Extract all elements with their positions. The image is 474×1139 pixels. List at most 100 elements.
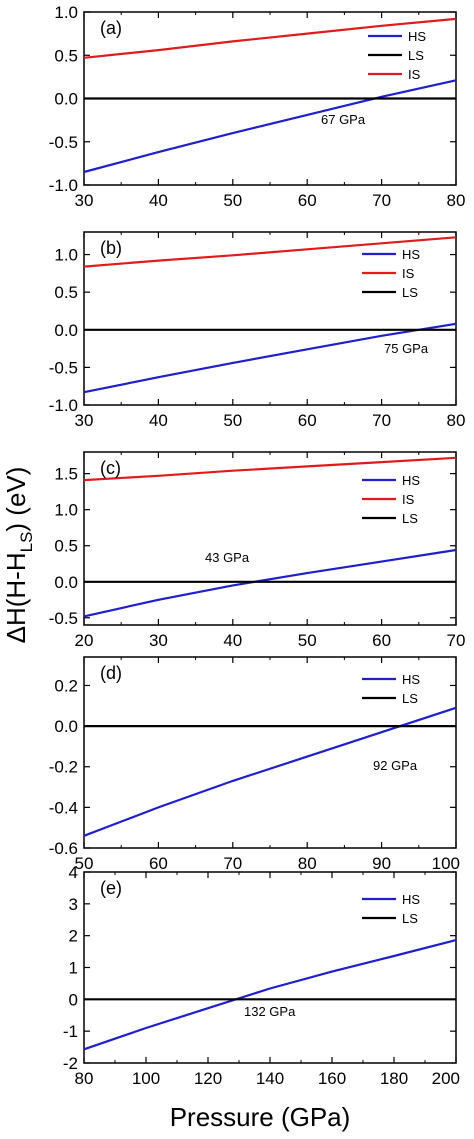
x-tick-label: 80 — [447, 191, 466, 210]
panel-label: (b) — [100, 238, 122, 258]
legend-label-is: IS — [402, 266, 415, 281]
series-hs-line — [83, 939, 457, 1051]
x-axis-title: Pressure (GPa) — [170, 1102, 351, 1132]
y-tick-label: 0.0 — [54, 573, 78, 592]
legend-label-is: IS — [408, 67, 421, 82]
series-hs-line — [83, 548, 457, 618]
plot-frame — [83, 656, 457, 849]
y-tick-label: -0.5 — [49, 609, 78, 628]
y-axis-title-prefix: ΔH(H-H — [1, 552, 31, 643]
legend-label-ls: LS — [402, 691, 418, 706]
y-tick-label: 1.0 — [54, 246, 78, 265]
x-tick-label: 80 — [75, 1069, 94, 1088]
x-tick-label: 120 — [194, 1069, 222, 1088]
y-tick-label: 3 — [69, 895, 78, 914]
x-tick-label: 70 — [447, 631, 466, 650]
legend-label-hs: HS — [402, 247, 420, 262]
x-tick-label: 50 — [223, 191, 242, 210]
y-tick-label: -0.4 — [49, 798, 78, 817]
plot-frame — [83, 231, 457, 406]
y-tick-label: -1 — [63, 1022, 78, 1041]
crossover-annotation: 43 GPa — [205, 550, 250, 565]
y-tick-label: 1.0 — [54, 501, 78, 520]
legend-label-is: IS — [402, 492, 415, 507]
y-tick-label: 1.0 — [54, 3, 78, 22]
x-tick-label: 40 — [149, 191, 168, 210]
x-tick-label: 60 — [298, 411, 317, 430]
x-tick-label: 50 — [298, 631, 317, 650]
legend-label-hs: HS — [402, 473, 420, 488]
series-is-line — [83, 236, 457, 268]
y-tick-label: 2 — [69, 927, 78, 946]
y-tick-label: 0.5 — [54, 537, 78, 556]
x-tick-label: 30 — [75, 191, 94, 210]
y-tick-label: -2 — [63, 1054, 78, 1073]
series-is-line — [83, 456, 457, 482]
y-tick-label: 0 — [69, 990, 78, 1009]
x-tick-label: 40 — [223, 631, 242, 650]
y-tick-label: -1.0 — [49, 396, 78, 415]
legend-label-hs: HS — [408, 29, 426, 44]
x-tick-label: 30 — [75, 411, 94, 430]
x-tick-label: 200 — [432, 1069, 460, 1088]
panel-e: 80 100 120 140 160 180 200 -2 -1 0 1 2 3 4 (e) HS LS 132 … — [63, 863, 460, 1088]
y-tick-label: 1 — [69, 959, 78, 978]
x-tick-label: 50 — [223, 411, 242, 430]
crossover-annotation: 132 GPa — [244, 1004, 296, 1019]
x-tick-label: 180 — [380, 1069, 408, 1088]
x-tick-label: 140 — [256, 1069, 284, 1088]
legend-label-ls: LS — [402, 911, 418, 926]
x-tick-label: 70 — [372, 411, 391, 430]
x-tick-label: 30 — [149, 631, 168, 650]
panel-label: (d) — [100, 663, 122, 683]
y-tick-label: -0.6 — [49, 839, 78, 858]
legend-label-ls: LS — [408, 48, 424, 63]
x-tick-label: 70 — [223, 854, 242, 873]
x-tick-label: 40 — [149, 411, 168, 430]
y-tick-label: 0.0 — [54, 90, 78, 109]
y-tick-label: 0.0 — [54, 321, 78, 340]
x-tick-label: 160 — [318, 1069, 346, 1088]
y-tick-label: 0.5 — [54, 46, 78, 65]
x-tick-label: 60 — [149, 854, 168, 873]
y-tick-label: 0.2 — [54, 676, 78, 695]
plot-frame — [83, 871, 457, 1064]
x-tick-label: 100 — [432, 854, 460, 873]
legend-label-ls: LS — [402, 285, 418, 300]
series-hs-line — [83, 706, 457, 837]
series-hs-line — [83, 79, 457, 174]
panel-b: 30 40 50 60 70 80 -1.0 -0.5 0.0 0.5 1.0 (b) HS IS LS 75… — [49, 231, 466, 430]
series-hs-line — [83, 322, 457, 394]
x-tick-label: 90 — [372, 854, 391, 873]
panel-a: 30 40 50 60 70 80 -1.0 -0.5 0.0 0.5 1.0 (a) HS LS IS 67… — [49, 3, 466, 210]
x-tick-label: 100 — [132, 1069, 160, 1088]
panel-label: (e) — [100, 878, 122, 898]
crossover-annotation: 75 GPa — [384, 341, 429, 356]
panel-label: (c) — [100, 458, 121, 478]
y-axis-title-subscript: LS — [17, 532, 36, 553]
x-tick-label: 80 — [447, 411, 466, 430]
panel-label: (a) — [100, 18, 122, 38]
y-tick-label: -1.0 — [49, 176, 78, 195]
legend-label-hs: HS — [402, 892, 420, 907]
x-tick-label: 70 — [372, 191, 391, 210]
y-tick-label: 4 — [69, 863, 78, 882]
crossover-annotation: 92 GPa — [373, 758, 418, 773]
x-tick-label: 60 — [298, 191, 317, 210]
y-tick-label: 0.5 — [54, 283, 78, 302]
x-tick-label: 50 — [75, 854, 94, 873]
y-axis-title-suffix: ) (eV) — [1, 467, 31, 532]
x-tick-label: 20 — [75, 631, 94, 650]
crossover-annotation: 67 GPa — [321, 112, 366, 127]
y-tick-label: 0.0 — [54, 717, 78, 736]
y-tick-label: -0.5 — [49, 133, 78, 152]
y-tick-label: -0.5 — [49, 358, 78, 377]
panel-c: 20 30 40 50 60 70 -0.5 0.0 0.5 1.0 1.5 (c) HS IS LS 43 … — [49, 451, 466, 650]
y-tick-label: -0.2 — [49, 758, 78, 777]
y-axis-title: ΔH(H-HLS) (eV) — [1, 467, 36, 644]
y-tick-label: 1.5 — [54, 465, 78, 484]
panel-d: 50 60 70 80 90 100 -0.6 -0.4 -0.2 0.0 0.2 (d) HS LS 92… — [49, 656, 460, 873]
x-tick-label: 80 — [298, 854, 317, 873]
series-is-line — [83, 17, 457, 59]
